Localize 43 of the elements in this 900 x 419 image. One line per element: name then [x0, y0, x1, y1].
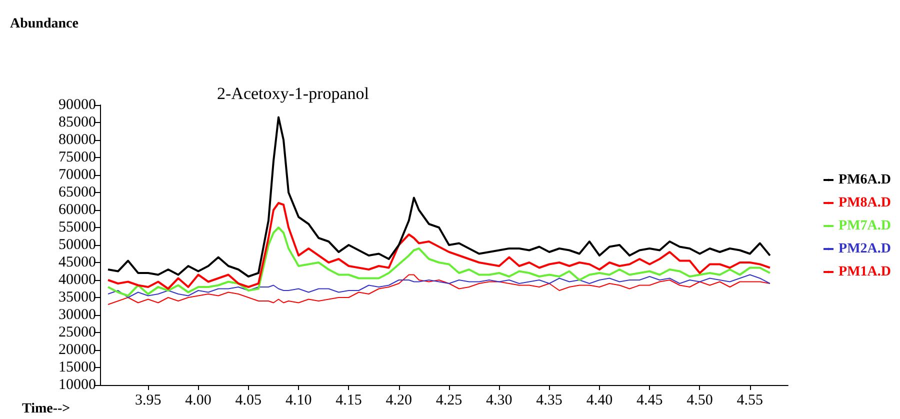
y-tick-label: 75000	[58, 150, 96, 166]
y-tick-label: 10000	[58, 377, 96, 393]
x-tick-label: 4.55	[736, 392, 764, 408]
legend-label: PM7A.D	[838, 218, 892, 234]
y-tick-label: 20000	[58, 342, 96, 358]
x-tick-label: 4.45	[636, 392, 663, 408]
y-tick-label: 80000	[58, 132, 96, 148]
line-series	[107, 116, 771, 278]
y-tick-label: 55000	[58, 220, 96, 236]
y-tick-label: 40000	[58, 272, 96, 288]
x-tick-label: 4.30	[486, 392, 512, 408]
x-tick-label: 4.15	[336, 392, 362, 408]
legend-label: PM2A.D	[838, 242, 892, 256]
line-series	[108, 274, 770, 298]
x-tick-label: 4.40	[586, 392, 613, 408]
y-axis-title: Abundance	[10, 16, 78, 32]
x-tick-label: 4.25	[436, 392, 462, 408]
y-tick-label: 85000	[58, 114, 96, 130]
y-tick-label: 35000	[58, 290, 96, 306]
y-tick-label: 15000	[58, 360, 96, 376]
x-axis-title: Time-->	[22, 402, 70, 416]
y-tick-label: 65000	[58, 184, 96, 200]
y-tick-label: 60000	[58, 202, 96, 218]
y-tick-label: 50000	[58, 237, 96, 253]
y-tick-label: 90000	[58, 97, 96, 113]
x-tick-label: 4.50	[686, 392, 713, 408]
line-series	[107, 226, 771, 297]
chart-title: 2-Acetoxy-1-propanol	[217, 84, 370, 103]
y-tick-label: 30000	[58, 307, 96, 323]
x-tick-label: 4.05	[235, 392, 262, 408]
legend-label: PM1A.D	[838, 264, 892, 280]
line-series	[108, 274, 770, 305]
y-tick-label: 25000	[58, 324, 96, 340]
y-tick-label: 70000	[58, 167, 96, 183]
x-tick-label: 4.35	[536, 392, 562, 408]
x-tick-label: 4.00	[185, 392, 212, 408]
x-tick-label: 3.95	[135, 392, 162, 408]
y-tick-label: 45000	[58, 254, 96, 270]
x-tick-label: 4.20	[386, 392, 412, 408]
legend-label: PM8A.D	[838, 196, 892, 210]
line-series	[107, 202, 771, 290]
x-tick-label: 4.10	[285, 392, 312, 408]
legend-label: PM6A.D	[838, 172, 892, 188]
